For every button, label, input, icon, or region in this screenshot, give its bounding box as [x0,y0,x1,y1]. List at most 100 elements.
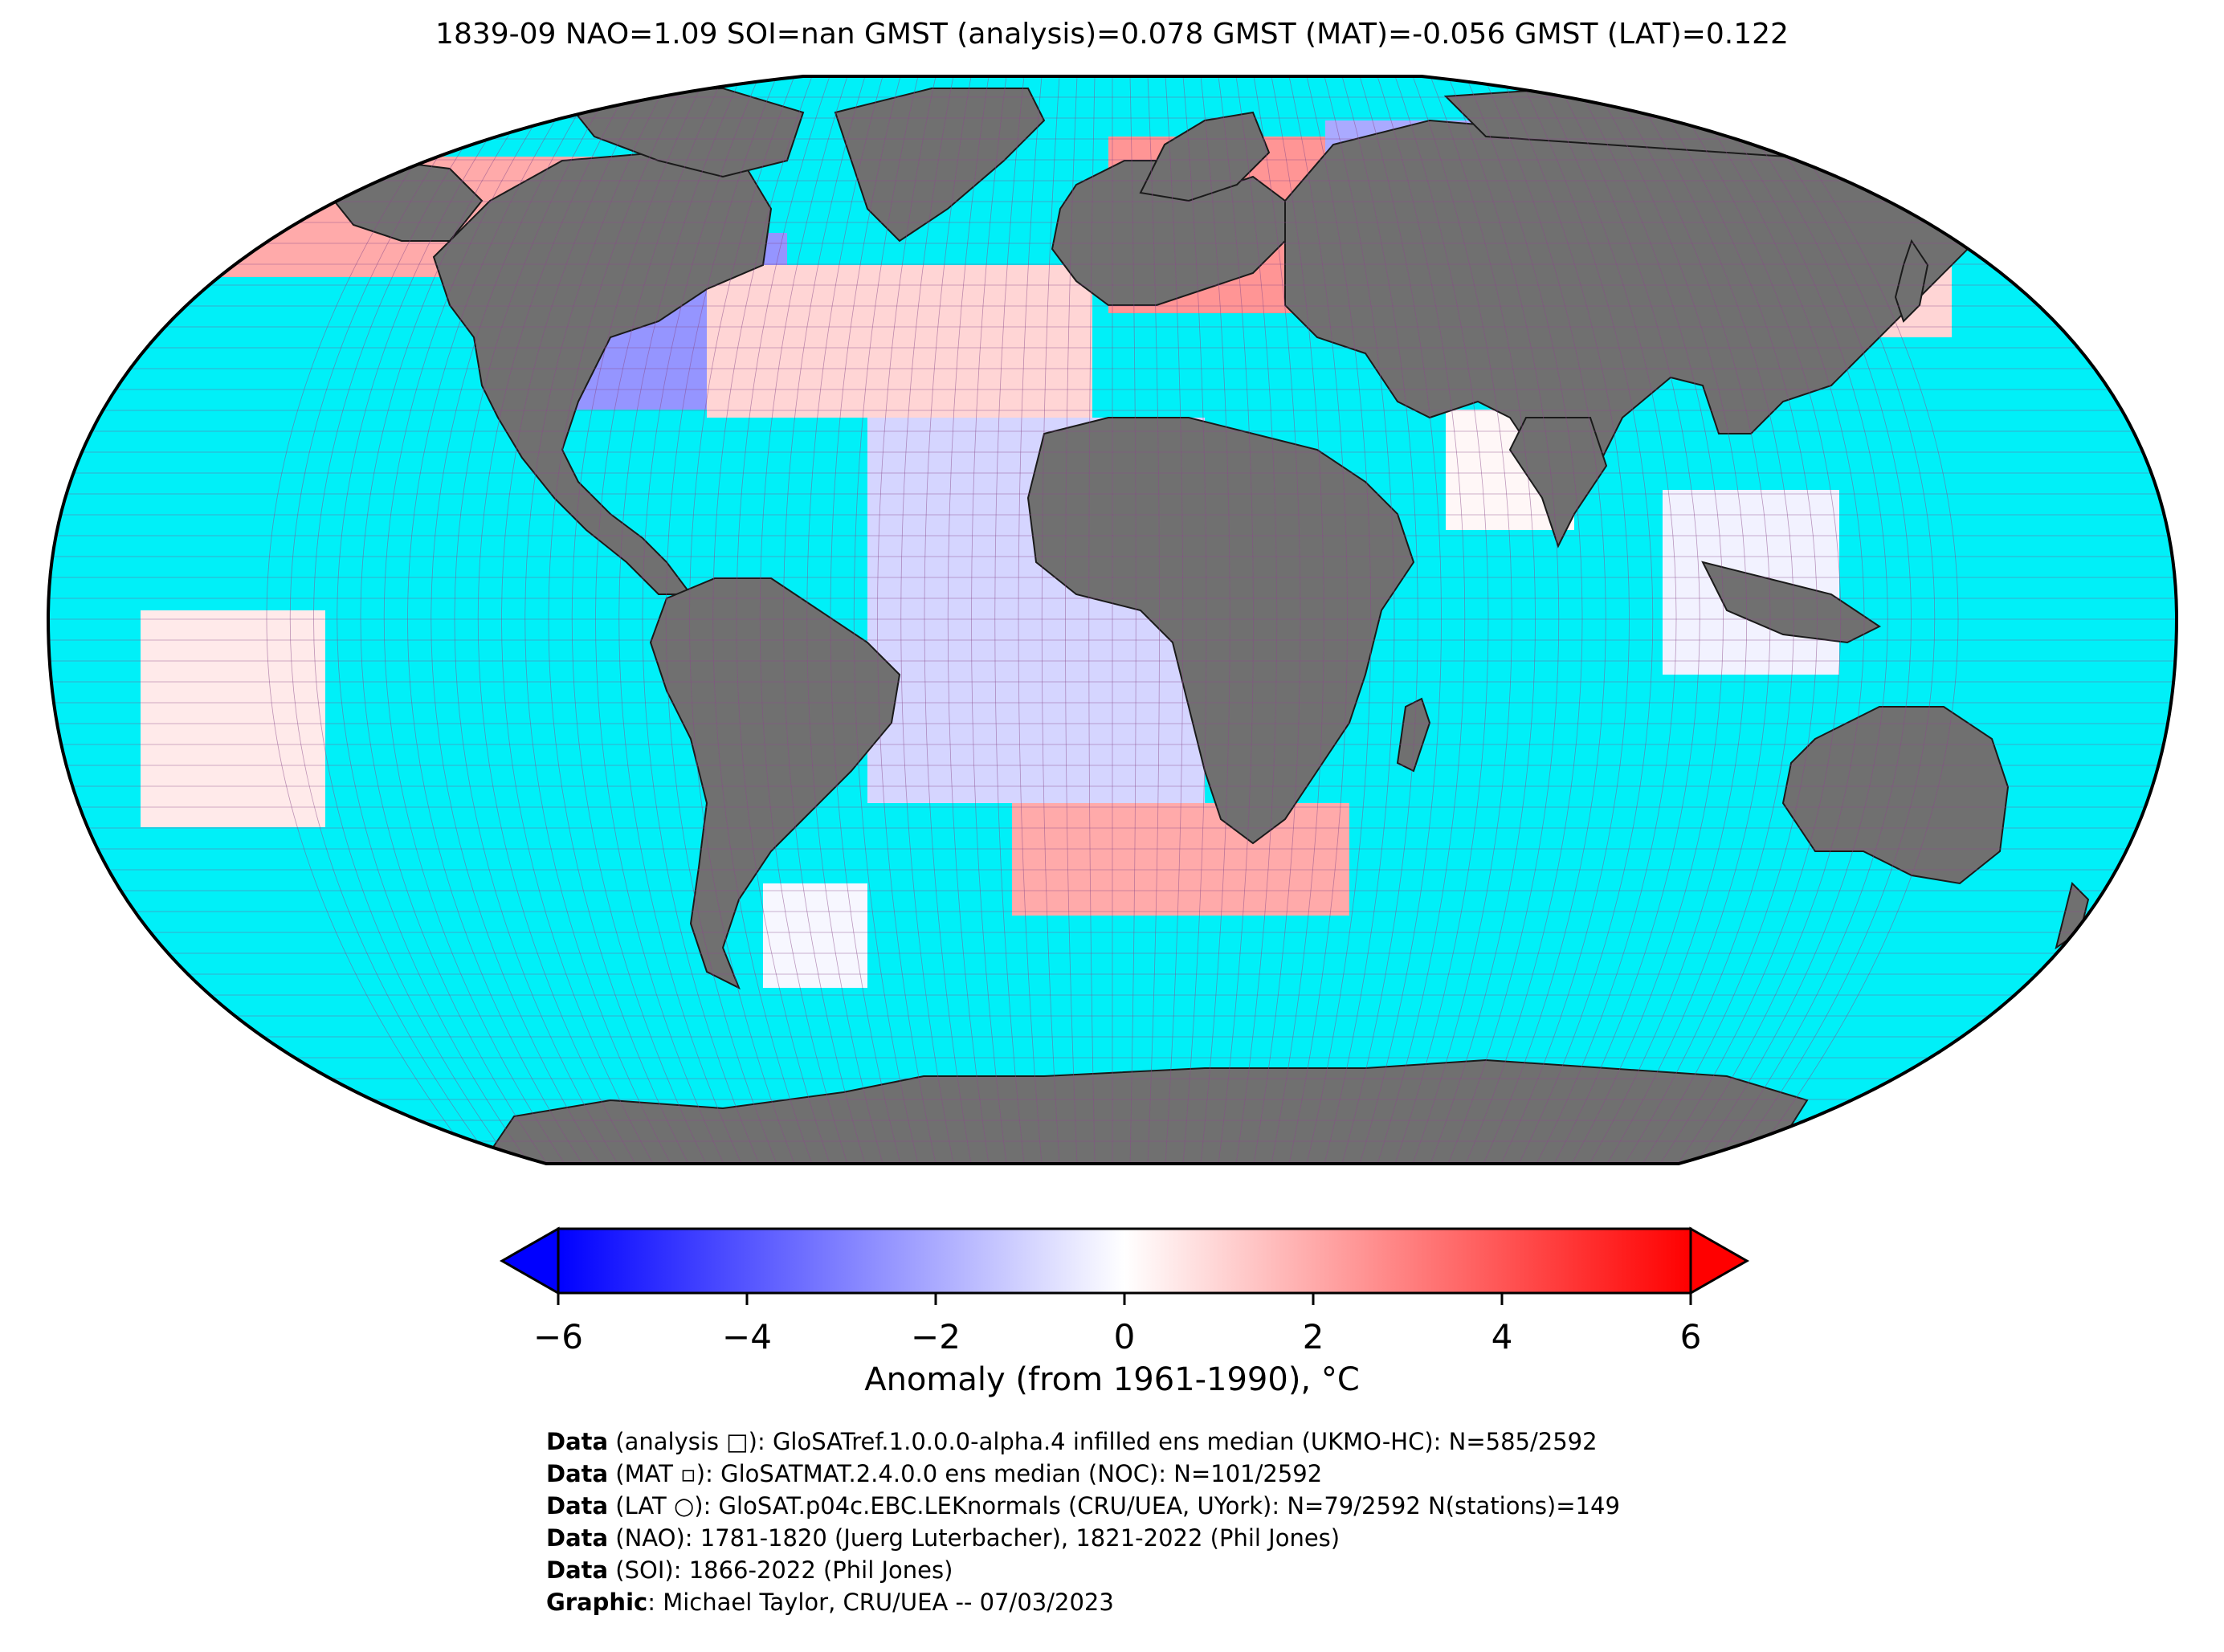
longitude-line [971,76,1007,1164]
land-canada-north [560,87,805,178]
colorbar-tick-label: −4 [722,1317,772,1356]
colorbar-tick-label: 6 [1679,1317,1702,1356]
longitude-line [1606,76,1771,1164]
longitude-line [1182,76,1207,1164]
colorbar-tick-label: 0 [1113,1317,1136,1356]
longitude-line [689,76,795,1164]
longitude-line [665,76,777,1164]
longitude-line [1712,76,1912,1164]
land-scandinavia [1139,111,1271,202]
longitude-line [1394,76,1489,1164]
longitude-line [1235,76,1278,1164]
longitude-line [1659,76,1842,1164]
longitude-line [1218,76,1254,1164]
longitude-line [1500,76,1630,1164]
longitude-line [853,76,919,1164]
longitude-line [383,76,565,1164]
land-madagascar [1396,697,1431,773]
longitude-line [431,76,601,1164]
longitude-line [1730,76,1936,1164]
anomaly-region-central-north-atlantic [707,265,1092,418]
longitude-line [1041,76,1060,1164]
colorbar-extend-max [1689,1226,1750,1295]
longitude-line [783,76,866,1164]
longitude-line [1642,76,1818,1164]
longitude-line [712,76,813,1164]
longitude-line [595,76,724,1164]
longitude-line [1165,76,1184,1164]
longitude-line [1341,76,1418,1164]
longitude-line [1571,76,1724,1164]
longitude-line [806,76,883,1164]
longitude-line [736,76,830,1164]
longitude-line [1624,76,1794,1164]
longitude-line [1377,76,1466,1164]
longitude-line [1271,76,1324,1164]
longitude-line [477,76,636,1164]
chart-title: 1839-09 NAO=1.09 SOI=nan GMST (analysis)… [435,18,1789,51]
longitude-line [1412,76,1512,1164]
longitude-line [524,76,671,1164]
longitude-line [900,76,954,1164]
land-south-america [649,577,901,990]
land-japan [1894,239,1929,323]
anomaly-region-central-pacific [141,610,325,827]
longitude-line [407,76,583,1164]
longitude-line [289,76,495,1164]
longitude-line [947,76,990,1164]
longitude-line [360,76,548,1164]
longitude-line [1253,76,1301,1164]
land-india [1508,417,1608,549]
land-antarctica [480,1059,1809,1164]
longitude-line [1536,76,1677,1164]
colorbar-ticks [557,1293,1692,1305]
land-australia [1781,706,2010,885]
longitude-line [454,76,618,1164]
longitude-line [266,76,477,1164]
longitude-line [1129,76,1136,1164]
longitude-line [924,76,972,1164]
longitude-line [1324,76,1395,1164]
longitude-line [1483,76,1606,1164]
longitude-line [830,76,901,1164]
globe-outline [46,75,2179,1165]
longitude-line [1065,76,1078,1164]
land-indonesia [1701,561,1881,644]
colorbar-body [557,1227,1692,1295]
longitude-line [1200,76,1230,1164]
credit-line: Data (MAT ▫): GloSATMAT.2.4.0.0 ens medi… [546,1460,1323,1487]
longitude-line [1447,76,1560,1164]
longitude-line [337,76,530,1164]
land-greenland [834,88,1046,243]
longitude-line [571,76,707,1164]
longitude-line [1695,76,1888,1164]
credit-line: Graphic: Michael Taylor, CRU/UEA -- 07/0… [546,1589,1114,1616]
longitude-line [1518,76,1654,1164]
longitude-line [1677,76,1865,1164]
longitude-line [1748,76,1959,1164]
longitude-line [759,76,848,1164]
longitude-line [1465,76,1583,1164]
colorbar-tick-label: 2 [1302,1317,1324,1356]
credit-line: Data (SOI): 1866-2022 (Phil Jones) [546,1556,953,1584]
colorbar [499,1226,1750,1305]
longitude-line [501,76,654,1164]
credit-line: Data (NAO): 1781-1820 (Juerg Luterbacher… [546,1524,1341,1552]
longitude-line [548,76,689,1164]
colorbar-extend-min [499,1226,560,1295]
longitude-line [618,76,742,1164]
credit-line: Data (LAT ○): GloSAT.p04c.EBC.LEKnormals… [546,1492,1620,1519]
longitude-line [1306,76,1372,1164]
longitude-line [877,76,937,1164]
colorbar-tick-label: −6 [533,1317,583,1356]
credits: Data (analysis □): GloSATref.1.0.0.0-alp… [546,1426,1620,1618]
longitude-line [1553,76,1700,1164]
longitude-line [1430,76,1536,1164]
anomaly-region-patagonia [763,883,867,988]
longitude-line [1018,76,1043,1164]
longitude-line [1288,76,1348,1164]
longitude-line [994,76,1025,1164]
credit-line: Data (analysis □): GloSATref.1.0.0.0-alp… [546,1428,1598,1455]
colorbar-tick-label: 4 [1491,1317,1513,1356]
